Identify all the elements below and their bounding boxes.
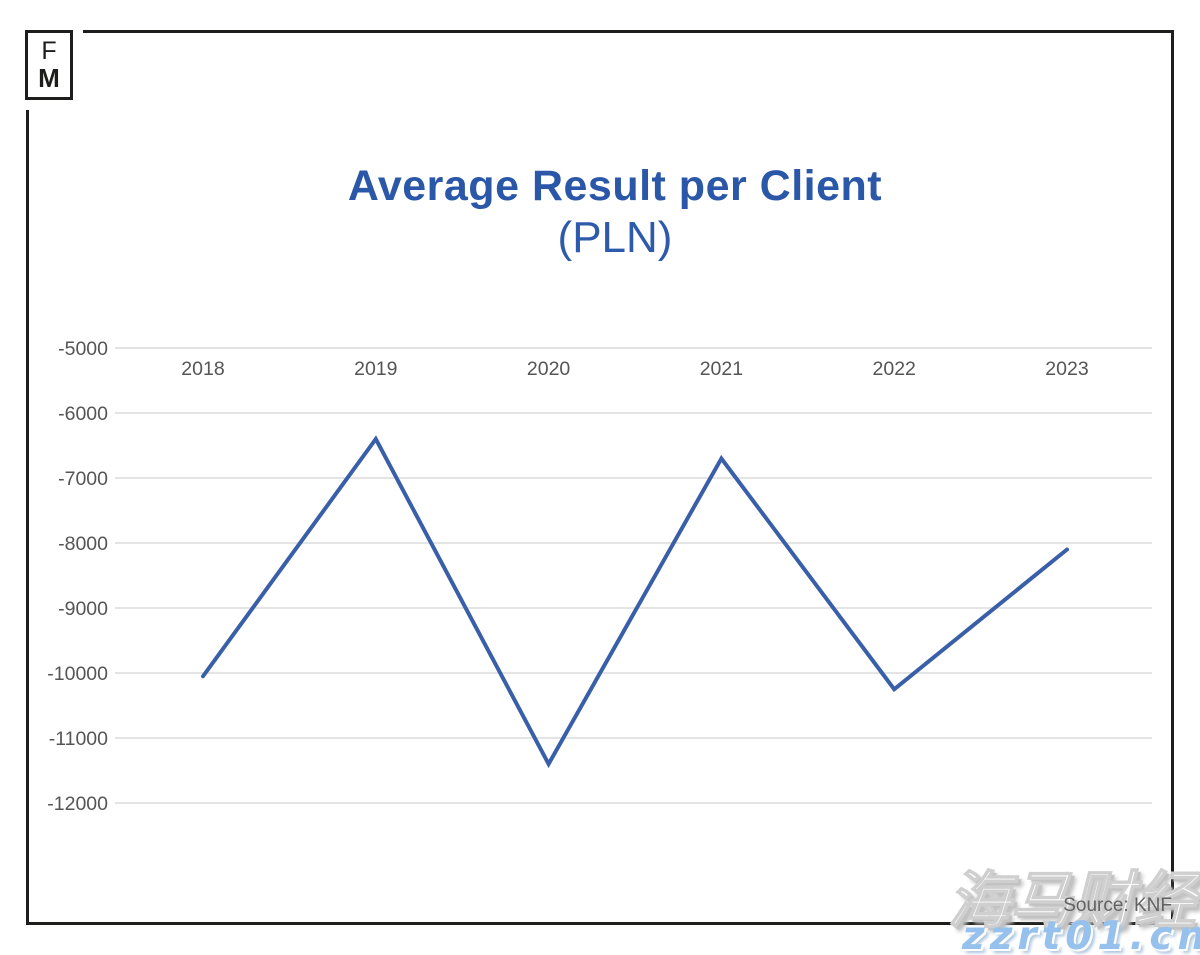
watermark-cjk-text: 海马财经: [947, 863, 1197, 938]
fm-logo: F M: [25, 30, 73, 100]
logo-letter-m: M: [38, 63, 60, 93]
chart-title: Average Result per Client: [347, 162, 883, 210]
watermark-url-text: zzrt01.cn: [962, 914, 1200, 955]
source-label: Source: KNF: [1063, 895, 1172, 916]
chart-subtitle: (PLN): [557, 213, 673, 262]
logo-letter-f: F: [41, 37, 57, 65]
chart-border-frame: [26, 30, 1174, 925]
